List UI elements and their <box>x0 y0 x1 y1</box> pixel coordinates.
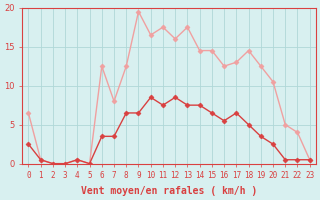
X-axis label: Vent moyen/en rafales ( km/h ): Vent moyen/en rafales ( km/h ) <box>81 186 257 196</box>
